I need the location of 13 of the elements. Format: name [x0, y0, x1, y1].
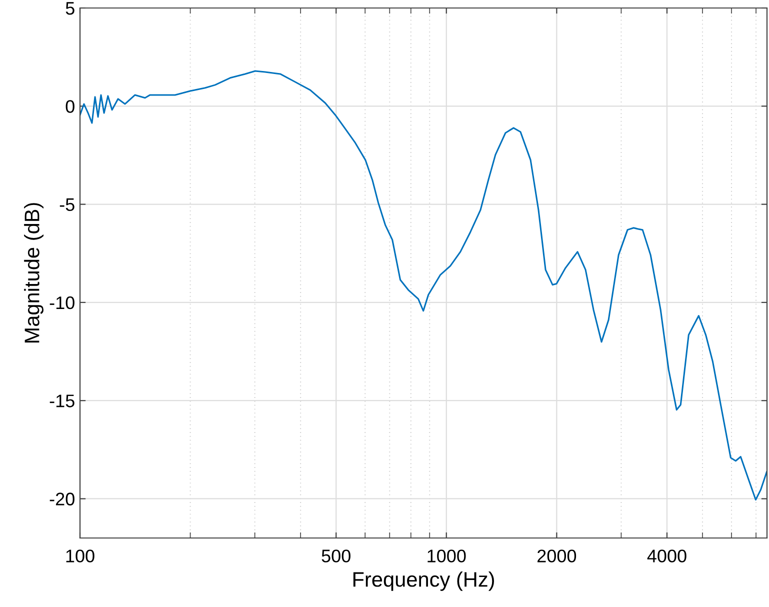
x-axis-title: Frequency (Hz) [353, 572, 494, 591]
x-tick-label: 2000 [538, 550, 576, 562]
y-tick-label: -5 [60, 198, 74, 212]
x-tick-label: 500 [322, 550, 350, 562]
x-tick-label: 100 [66, 550, 94, 562]
y-tick-label: -15 [50, 394, 74, 408]
y-tick-label: -10 [50, 296, 74, 310]
x-tick-label: 4000 [647, 550, 686, 562]
y-tick-label: 5 [66, 2, 74, 15]
y-tick-label: -20 [50, 492, 74, 506]
y-axis-title: Magnitude (dB) [24, 203, 44, 343]
y-tick-label: 0 [66, 100, 74, 113]
x-tick-label: 1000 [428, 550, 466, 562]
